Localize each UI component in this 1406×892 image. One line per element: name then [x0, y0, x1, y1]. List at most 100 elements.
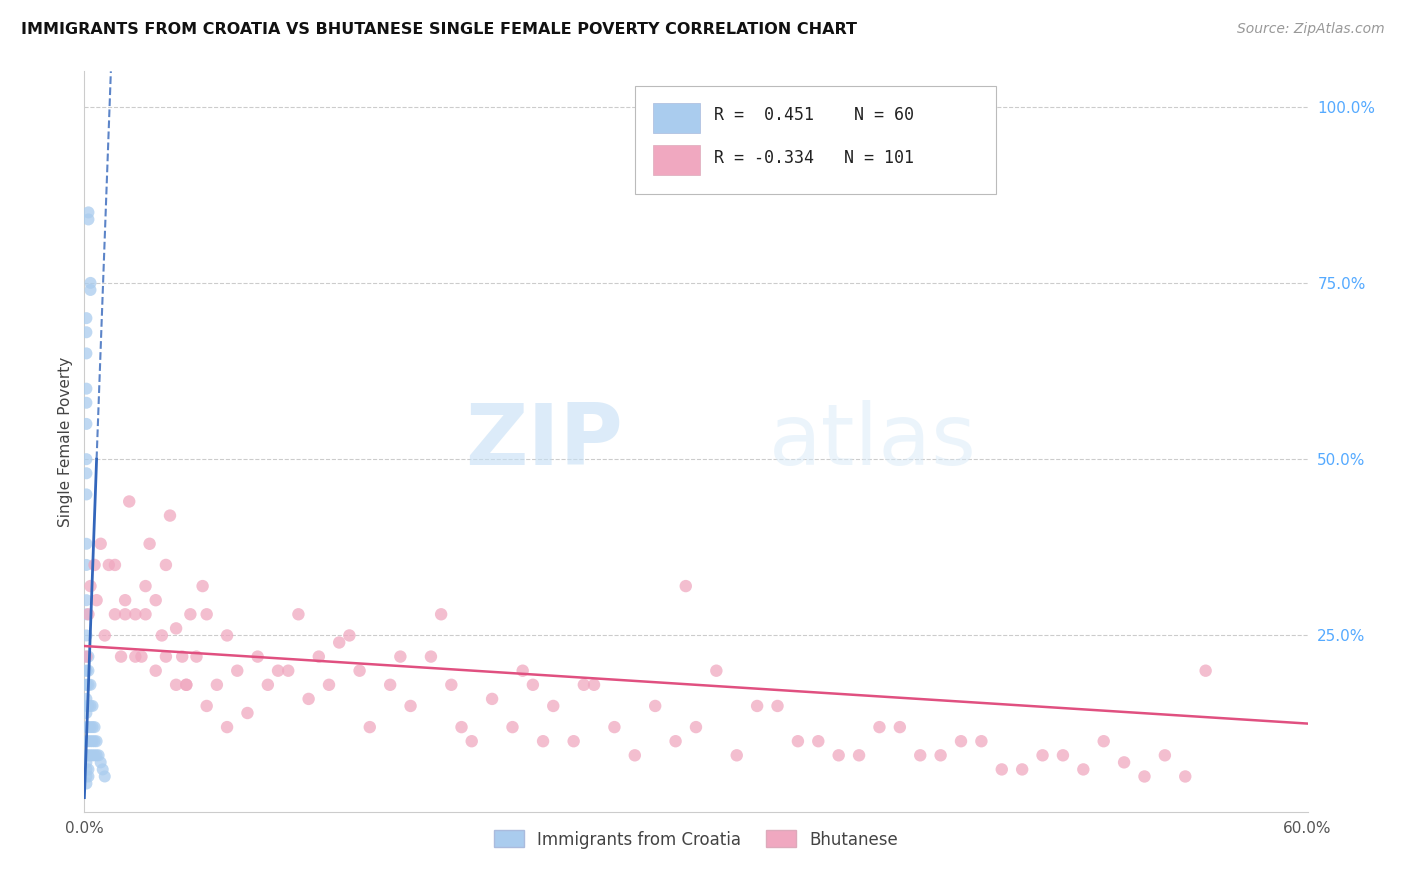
Point [1114, 756, 1136, 770]
Point [114, 607, 136, 622]
Point [77, 720, 100, 734]
Bar [654, 145, 700, 175]
Point [165, 621, 187, 635]
Point [82, 734, 104, 748]
Point [747, 698, 769, 713]
Point [93, 769, 115, 783]
Point [172, 649, 194, 664]
Point [77, 649, 100, 664]
Point [889, 720, 911, 734]
Point [77, 734, 100, 748]
Point [191, 579, 214, 593]
Point [766, 698, 789, 713]
Point [75, 678, 97, 692]
Point [246, 649, 269, 664]
Point [77, 664, 100, 678]
Point [257, 678, 280, 692]
Point [93, 628, 115, 642]
Point [481, 692, 503, 706]
Point [104, 558, 127, 572]
Point [97, 558, 120, 572]
Point [87, 748, 110, 763]
Point [83, 734, 105, 748]
Point [1195, 664, 1218, 678]
Point [75, 346, 97, 360]
Point [522, 678, 544, 692]
Point [86, 734, 108, 748]
Point [706, 664, 728, 678]
Point [665, 734, 688, 748]
Point [75, 756, 97, 770]
Point [135, 607, 157, 622]
Point [267, 664, 290, 678]
Point [79, 276, 101, 290]
Point [929, 748, 952, 763]
Point [174, 678, 197, 692]
Point [104, 607, 127, 622]
Point [359, 720, 381, 734]
Point [82, 698, 104, 713]
Point [420, 649, 443, 664]
Point [828, 748, 851, 763]
Text: atlas: atlas [769, 400, 977, 483]
Point [75, 396, 97, 410]
FancyBboxPatch shape [636, 87, 995, 194]
Text: IMMIGRANTS FROM CROATIA VS BHUTANESE SINGLE FEMALE POVERTY CORRELATION CHART: IMMIGRANTS FROM CROATIA VS BHUTANESE SIN… [21, 22, 858, 37]
Point [531, 734, 554, 748]
Point [318, 678, 340, 692]
Point [75, 734, 97, 748]
Point [79, 579, 101, 593]
Point [644, 698, 666, 713]
Point [155, 649, 177, 664]
Point [77, 698, 100, 713]
Point [75, 776, 97, 790]
Point [75, 417, 97, 431]
Point [848, 748, 870, 763]
Point [562, 734, 585, 748]
Point [75, 678, 97, 692]
Point [77, 212, 100, 227]
Point [502, 720, 524, 734]
Point [86, 593, 108, 607]
Point [75, 664, 97, 678]
Text: R =  0.451    N = 60: R = 0.451 N = 60 [714, 106, 914, 124]
Point [75, 607, 97, 622]
Point [75, 706, 97, 720]
Point [90, 537, 112, 551]
Point [349, 664, 371, 678]
Point [75, 382, 97, 396]
Point [90, 756, 112, 770]
Point [1032, 748, 1054, 763]
Point [83, 558, 105, 572]
Point [174, 678, 197, 692]
Point [75, 558, 97, 572]
Text: Source: ZipAtlas.com: Source: ZipAtlas.com [1237, 22, 1385, 37]
Point [287, 607, 309, 622]
Point [124, 649, 146, 664]
Point [1092, 734, 1115, 748]
Point [205, 678, 228, 692]
Point [77, 607, 100, 622]
Point [75, 698, 97, 713]
Point [75, 487, 97, 501]
Point [1011, 763, 1033, 777]
Point [83, 748, 105, 763]
Point [75, 452, 97, 467]
Point [389, 649, 412, 664]
Point [339, 628, 361, 642]
Point [583, 678, 606, 692]
Point [910, 748, 932, 763]
Point [77, 769, 100, 783]
Point [77, 748, 100, 763]
Point [543, 698, 565, 713]
Point [1174, 769, 1197, 783]
Point [217, 628, 239, 642]
Point [807, 734, 830, 748]
Point [82, 748, 104, 763]
Point [114, 593, 136, 607]
Point [380, 678, 402, 692]
Point [1073, 763, 1095, 777]
Point [1052, 748, 1074, 763]
Point [79, 678, 101, 692]
Point [328, 635, 350, 649]
